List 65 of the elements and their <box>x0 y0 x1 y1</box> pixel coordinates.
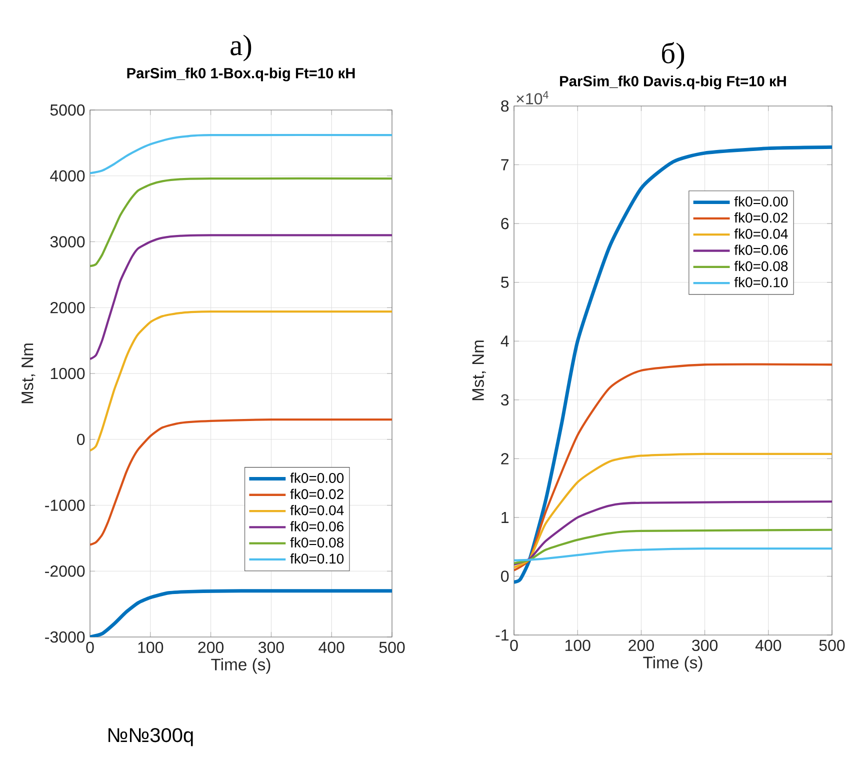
legend-label: fk0=0.06 <box>290 521 344 532</box>
chart-subtitle: ParSim_fk0 1-Box.q-big Ft=10 кН <box>127 68 355 82</box>
y-tick-label: 2000 <box>50 302 85 314</box>
y-tick-label: -3000 <box>45 631 85 643</box>
x-tick-label: 500 <box>379 642 405 654</box>
x-tick-label: 0 <box>510 640 518 652</box>
legend-label: fk0=0.00 <box>734 196 788 207</box>
y-tick-label: -2000 <box>45 565 85 577</box>
line-series <box>90 234 392 360</box>
y-tick-label: 1 <box>502 512 509 523</box>
x-tick-label: 0 <box>86 642 94 654</box>
text: ×10$^{4}$ <box>516 91 548 104</box>
legend-label: fk0=0.00 <box>290 472 344 483</box>
x-axis-title: Time (s) <box>643 656 702 672</box>
y-tick-label: 2 <box>501 453 508 464</box>
y-tick-label: 8 <box>501 100 509 112</box>
y-tick-label: 3000 <box>50 236 85 248</box>
line-series <box>514 528 832 564</box>
y-tick-label: 5000 <box>50 104 85 116</box>
x-tick-label: 200 <box>628 640 654 652</box>
y-tick-label: 0 <box>77 434 85 446</box>
y-tick-label: 3 <box>501 394 509 406</box>
legend-label: fk0=0.08 <box>290 537 344 548</box>
legend-label: fk0=0.10 <box>290 553 344 564</box>
line-series <box>514 452 832 568</box>
line-series <box>90 310 392 452</box>
line-series <box>514 500 832 566</box>
x-tick-label: 100 <box>138 642 164 654</box>
x-axis-title: Time (s) <box>211 658 270 674</box>
chart-title: а) <box>230 34 252 62</box>
line-series <box>90 589 392 637</box>
x-tick-label: 100 <box>565 640 590 652</box>
line-series <box>514 363 832 572</box>
x-tick-label: 400 <box>755 640 782 652</box>
legend-label: fk0=0.08 <box>734 260 788 272</box>
y-tick-label: 4000 <box>50 170 85 182</box>
y-axis-title: Mst, Nm <box>472 340 486 400</box>
line-series <box>90 418 392 546</box>
line-series <box>90 134 392 174</box>
y-tick-label: 0 <box>501 570 509 582</box>
x-tick-label: 200 <box>198 642 224 654</box>
y-tick-label: -1000 <box>45 500 85 511</box>
legend-label: fk0=0.02 <box>734 212 788 223</box>
x-tick-label: 400 <box>318 642 344 654</box>
text: №№300q <box>108 728 193 746</box>
line-series <box>90 177 392 268</box>
y-tick-label: 4 <box>500 336 509 347</box>
legend-label: fk0=0.04 <box>734 228 788 239</box>
y-tick-label: 6 <box>501 218 509 230</box>
y-axis-title: Mst, Nm <box>22 344 36 404</box>
x-tick-label: 300 <box>692 640 718 652</box>
y-tick-label: 1000 <box>50 368 85 380</box>
y-tick-label: -1 <box>496 630 509 641</box>
chart-subtitle: ParSim_fk0 Davis.q-big Ft=10 кН <box>560 76 786 90</box>
line-series <box>514 547 832 562</box>
x-tick-label: 500 <box>819 640 845 652</box>
chart-title: б) <box>662 42 684 70</box>
legend-label: fk0=0.06 <box>734 244 788 255</box>
legend-label: fk0=0.10 <box>734 276 788 288</box>
legend-label: fk0=0.02 <box>290 488 344 500</box>
x-tick-label: 300 <box>258 642 284 654</box>
line-series <box>514 145 832 584</box>
y-tick-label: 7 <box>501 159 508 170</box>
y-tick-label: 5 <box>501 276 509 288</box>
legend-label: fk0=0.04 <box>290 504 344 516</box>
